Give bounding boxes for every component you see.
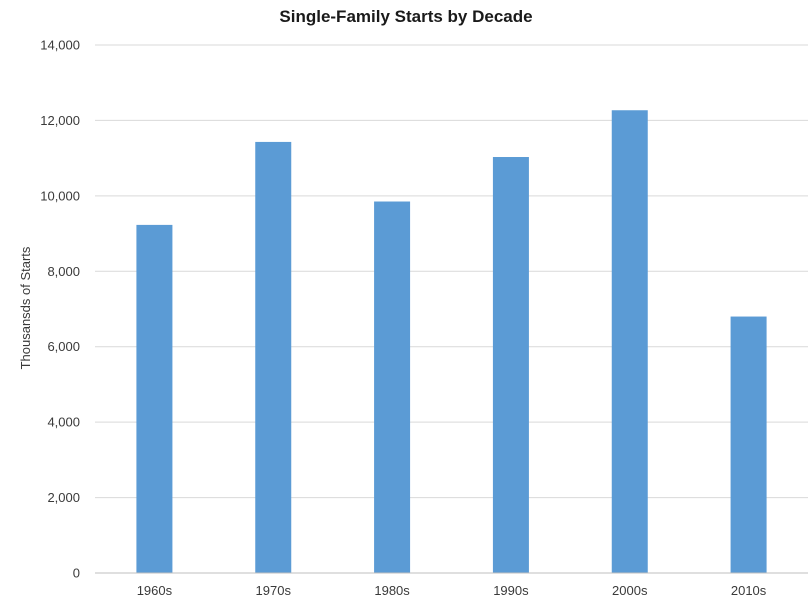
y-tick-label: 12,000 xyxy=(40,113,80,128)
y-tick-label: 14,000 xyxy=(40,38,80,53)
x-tick-label: 1960s xyxy=(137,583,173,598)
y-axis-tick-labels: 0 2,000 4,000 6,000 8,000 10,000 12,000 14,000 xyxy=(40,38,80,581)
y-tick-label: 0 xyxy=(73,566,80,581)
bar-2000s xyxy=(611,110,648,573)
bar-1980s xyxy=(374,201,411,573)
y-tick-label: 10,000 xyxy=(40,188,80,203)
y-tick-label: 8,000 xyxy=(47,264,80,279)
x-tick-label: 1990s xyxy=(493,583,529,598)
x-tick-label: 2000s xyxy=(612,583,648,598)
chart-title: Single-Family Starts by Decade xyxy=(279,7,532,26)
y-tick-label: 2,000 xyxy=(47,490,80,505)
bars xyxy=(136,110,767,574)
bar-1970s xyxy=(255,141,292,573)
y-axis-title: Thousansds of Starts xyxy=(18,246,33,369)
x-tick-label: 1970s xyxy=(256,583,292,598)
x-tick-label: 2010s xyxy=(731,583,767,598)
x-axis-tick-labels: 1960s 1970s 1980s 1990s 2000s 2010s xyxy=(137,583,767,598)
bar-1990s xyxy=(492,157,529,574)
bar-2010s xyxy=(730,316,767,573)
y-tick-label: 6,000 xyxy=(47,339,80,354)
gridlines xyxy=(95,44,808,499)
x-tick-label: 1980s xyxy=(374,583,410,598)
y-tick-label: 4,000 xyxy=(47,415,80,430)
bar-1960s xyxy=(136,224,173,573)
